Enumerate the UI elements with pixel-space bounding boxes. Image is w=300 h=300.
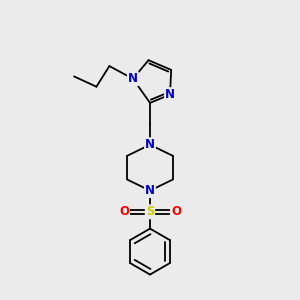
- Text: S: S: [146, 205, 154, 218]
- Text: O: O: [171, 205, 181, 218]
- Text: O: O: [119, 205, 129, 218]
- Text: N: N: [145, 184, 155, 197]
- Text: N: N: [128, 72, 138, 85]
- Text: N: N: [145, 138, 155, 151]
- Text: N: N: [165, 88, 175, 101]
